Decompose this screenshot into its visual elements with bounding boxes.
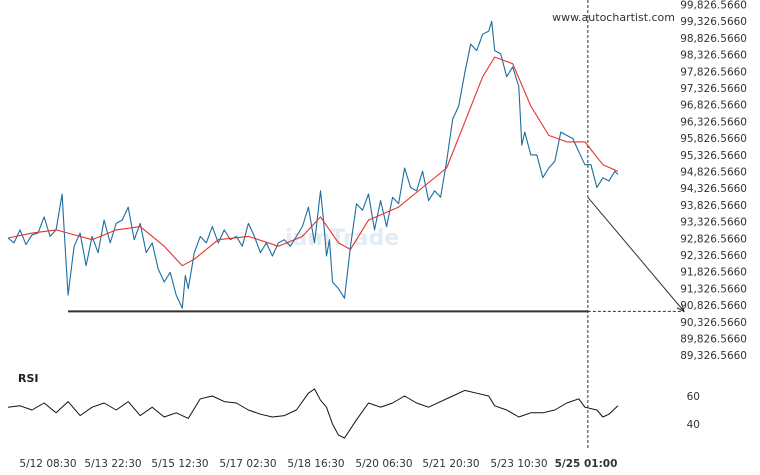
price-tick-label: 94,326.5660: [680, 183, 747, 195]
price-tick-label: 98,326.5660: [680, 50, 747, 62]
price-tick-label: 98,826.5660: [680, 33, 747, 45]
price-tick-label: 92,826.5660: [680, 233, 747, 245]
rsi-line: [7, 388, 619, 439]
price-panel: [7, 0, 685, 448]
projection-arrow-line: [587, 196, 685, 312]
price-tick-label: 90,826.5660: [680, 300, 747, 312]
rsi-tick-label: 40: [687, 419, 700, 431]
price-tick-label: 95,826.5660: [680, 133, 747, 145]
price-tick-label: 89,826.5660: [680, 334, 747, 346]
price-tick-label: 94,826.5660: [680, 167, 747, 179]
time-tick-label: 5/18 16:30: [287, 458, 344, 470]
rsi-tick-label: 60: [687, 391, 700, 403]
price-tick-label: 97,326.5660: [680, 83, 747, 95]
time-tick-label: 5/23 10:30: [490, 458, 547, 470]
price-tick-label: 99,826.5660: [680, 0, 747, 12]
time-tick-label: 5/17 02:30: [219, 458, 276, 470]
time-tick-label: 5/21 20:30: [422, 458, 479, 470]
price-tick-label: 89,326.5660: [680, 350, 747, 362]
price-tick-label: 92,326.5660: [680, 250, 747, 262]
price-tick-label: 96,826.5660: [680, 100, 747, 112]
price-tick-label: 95,326.5660: [680, 150, 747, 162]
price-tick-label: 93,826.5660: [680, 200, 747, 212]
projection-arrow-head: [676, 303, 685, 313]
time-tick-label: 5/25 01:00: [555, 458, 618, 470]
price-tick-label: 96,326.5660: [680, 116, 747, 128]
watermark-logo: iamTrade: [285, 226, 399, 251]
price-series-line: [7, 20, 619, 309]
time-tick-label: 5/15 12:30: [151, 458, 208, 470]
moving-average-line: [7, 56, 619, 267]
price-y-axis: 99,826.5660 99,326.5660 98,826.5660 98,326.…: [680, 0, 747, 362]
price-tick-label: 93,326.5660: [680, 217, 747, 229]
source-watermark: www.autochartist.com: [552, 11, 675, 24]
rsi-panel: RSI 60 40: [7, 372, 700, 439]
time-tick-label: 5/13 22:30: [84, 458, 141, 470]
price-tick-label: 91,826.5660: [680, 267, 747, 279]
price-tick-label: 90,326.5660: [680, 317, 747, 329]
price-tick-label: 91,326.5660: [680, 283, 747, 295]
price-tick-label: 97,826.5660: [680, 66, 747, 78]
price-tick-label: 99,326.5660: [680, 16, 747, 28]
time-tick-label: 5/20 06:30: [355, 458, 412, 470]
rsi-label: RSI: [18, 372, 39, 385]
time-tick-label: 5/12 08:30: [19, 458, 76, 470]
svg-text:iamTrade: iamTrade: [285, 226, 399, 251]
time-x-axis: 5/12 08:30 5/13 22:30 5/15 12:30 5/17 02:30…: [19, 458, 617, 470]
